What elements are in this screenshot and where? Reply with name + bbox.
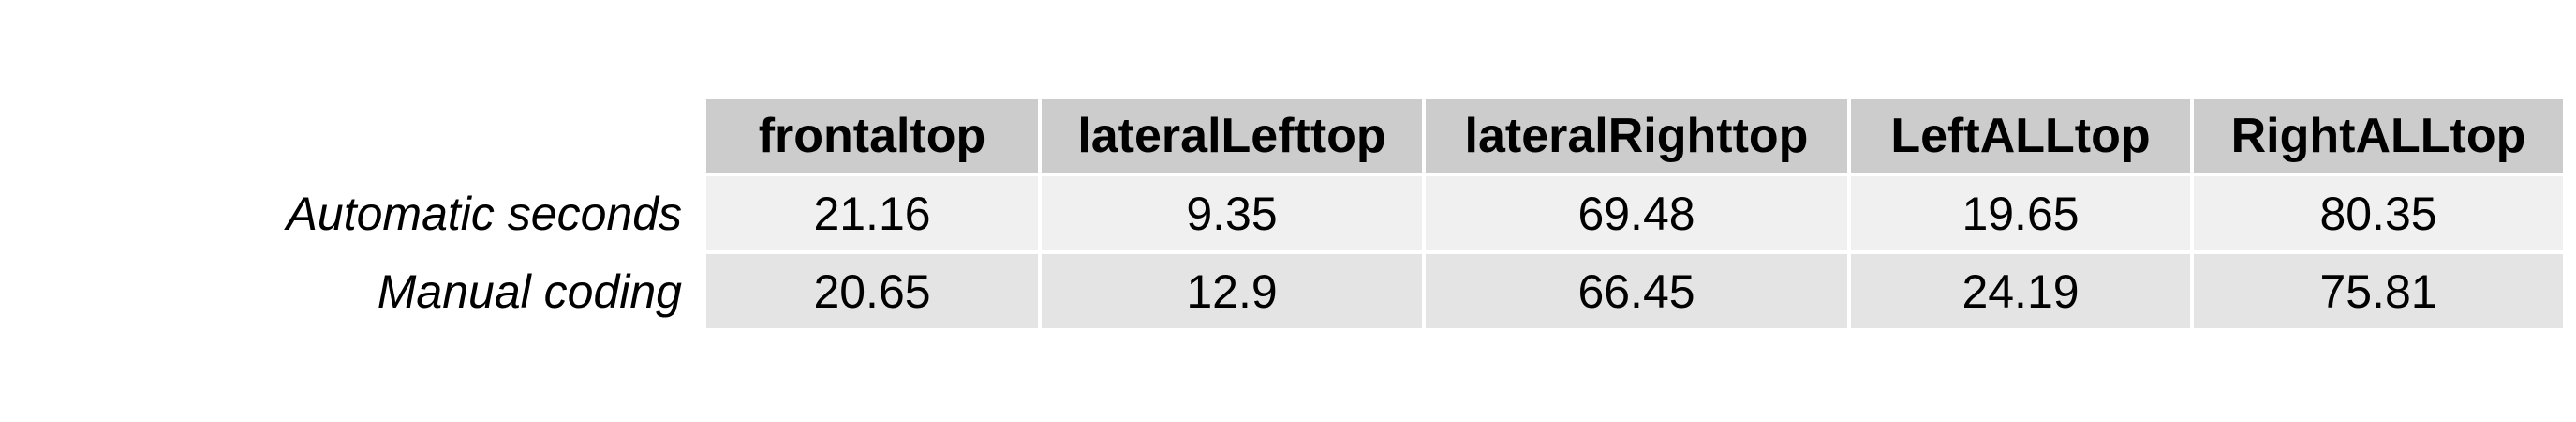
row-label-automatic-seconds: Automatic seconds: [286, 187, 682, 240]
cell-manual-lateral-righttop: 66.45: [1426, 254, 1847, 328]
table-row-automatic-seconds: Automatic seconds 21.16 9.35 69.48 19.65…: [4, 176, 2563, 250]
table-row-manual-coding: Manual coding 20.65 12.9 66.45 24.19 75.…: [4, 254, 2563, 328]
cell-manual-lateral-lefttop: 12.9: [1042, 254, 1422, 328]
cell-automatic-leftalltop: 19.65: [1851, 176, 2190, 250]
cell-manual-frontaltop: 20.65: [706, 254, 1038, 328]
data-table-container: frontaltop lateralLefttop lateralRightto…: [0, 96, 2567, 332]
data-table: frontaltop lateralLefttop lateralRightto…: [0, 96, 2567, 332]
column-header-rightalltop: RightALLtop: [2194, 99, 2563, 173]
cell-manual-leftalltop: 24.19: [1851, 254, 2190, 328]
column-header-frontaltop: frontaltop: [706, 99, 1038, 173]
corner-cell: [4, 99, 703, 173]
header-row: frontaltop lateralLefttop lateralRightto…: [4, 99, 2563, 173]
cell-manual-rightalltop: 75.81: [2194, 254, 2563, 328]
column-header-leftalltop: LeftALLtop: [1851, 99, 2190, 173]
cell-automatic-lateral-lefttop: 9.35: [1042, 176, 1422, 250]
row-label-manual-coding: Manual coding: [377, 264, 682, 318]
column-header-lateral-lefttop: lateralLefttop: [1042, 99, 1422, 173]
cell-automatic-rightalltop: 80.35: [2194, 176, 2563, 250]
cell-automatic-frontaltop: 21.16: [706, 176, 1038, 250]
cell-automatic-lateral-righttop: 69.48: [1426, 176, 1847, 250]
column-header-lateral-righttop: lateralRighttop: [1426, 99, 1847, 173]
